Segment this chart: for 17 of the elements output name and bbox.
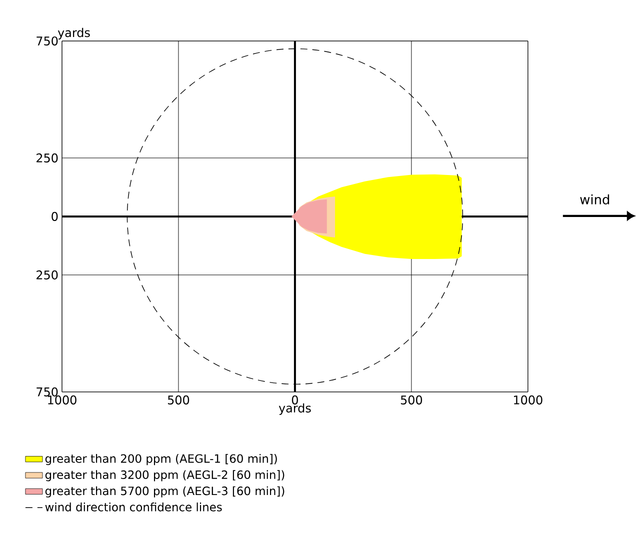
x-axis-title: yards [278, 403, 311, 415]
x-tick-label: 500 [168, 395, 190, 405]
y-tick-label: 750 [36, 387, 58, 396]
y-tick-label: 750 [36, 36, 58, 46]
x-tick-label: 1000 [514, 395, 542, 405]
x-tick-label: 1000 [48, 395, 76, 405]
x-tick-label: 500 [400, 395, 422, 405]
text: wind direction confidence lines [45, 502, 222, 512]
y-tick-label: 250 [36, 153, 58, 163]
y-axis-title: yards [58, 28, 90, 40]
legend-label: greater than 3200 ppm (AEGL-2 [60 min]) [45, 470, 284, 482]
text: wind [580, 194, 610, 204]
y-tick-label: 0 [52, 212, 58, 222]
legend-label: greater than 5700 ppm (AEGL-3 [60 min]) [45, 486, 284, 498]
x-tick-label: 0 [292, 395, 298, 405]
legend-label: greater than 200 ppm (AEGL-1 [60 min]) [45, 454, 277, 466]
y-tick-label: 250 [36, 270, 58, 280]
